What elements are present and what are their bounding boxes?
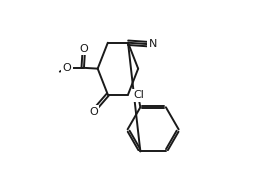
Text: Cl: Cl [134, 90, 144, 100]
Text: O: O [89, 107, 98, 117]
Text: O: O [63, 63, 72, 73]
Text: N: N [148, 39, 157, 49]
Text: O: O [79, 44, 88, 54]
